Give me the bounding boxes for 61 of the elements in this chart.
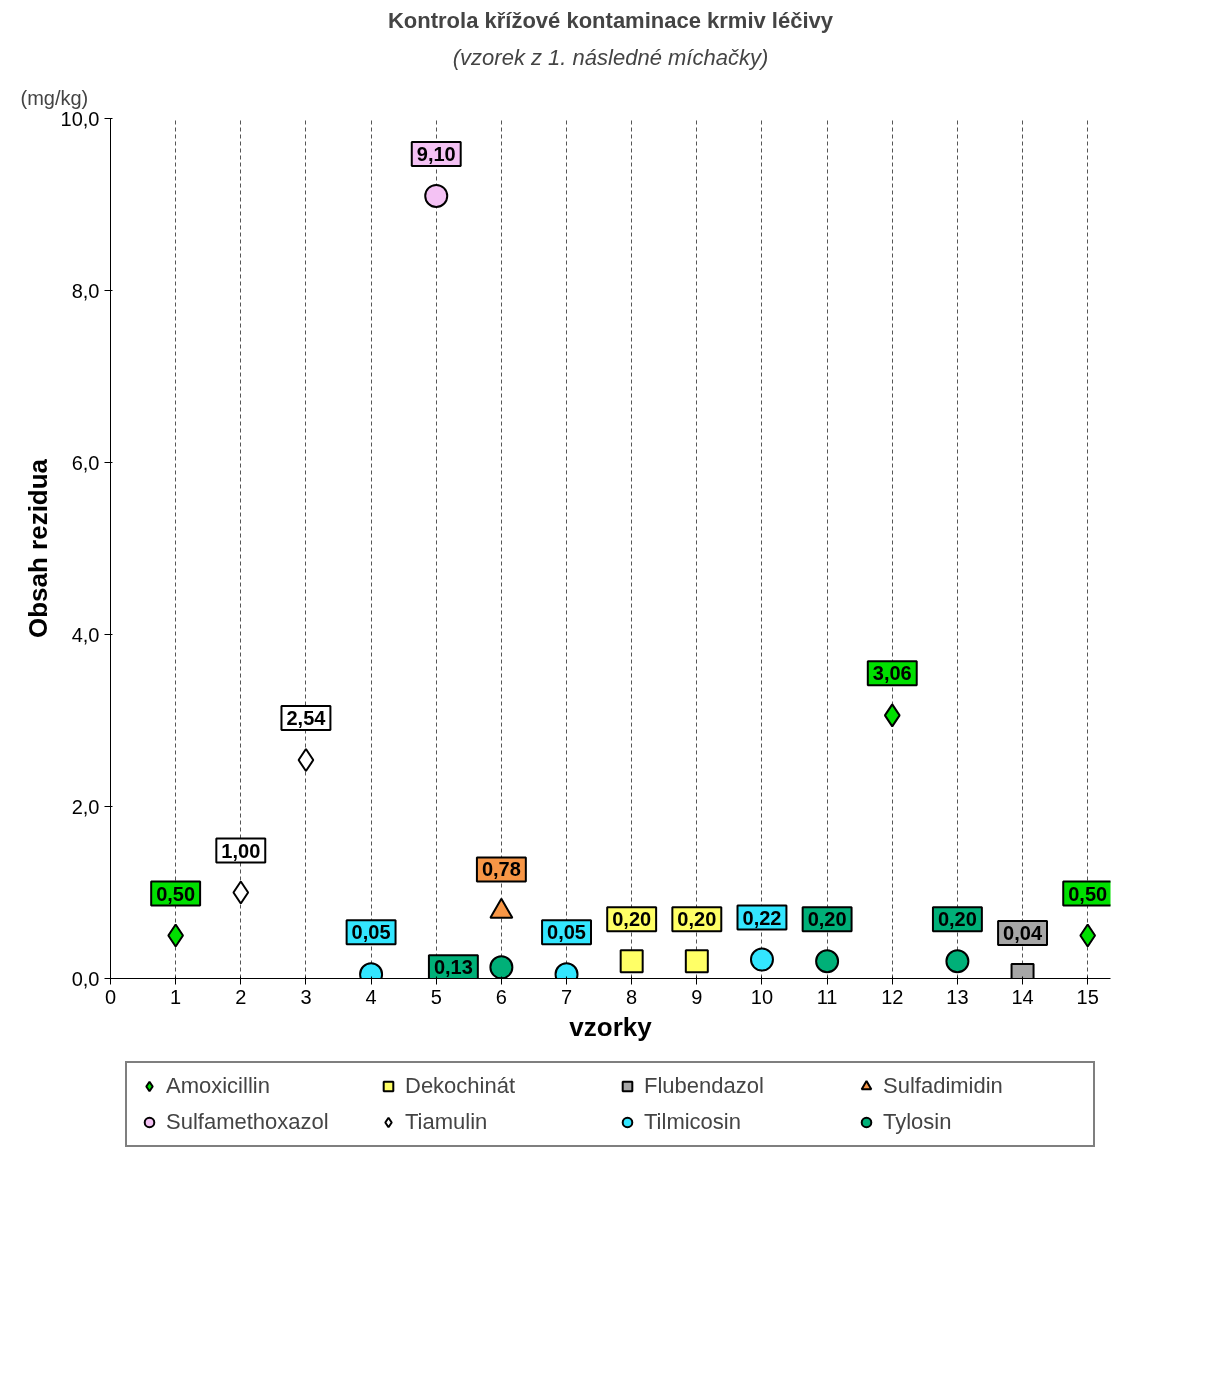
- legend-label: Dekochinát: [405, 1073, 517, 1099]
- legend-label: Flubendazol: [644, 1073, 765, 1099]
- legend-label: Tilmicosin: [644, 1109, 742, 1135]
- data-label: 2,54: [286, 707, 327, 730]
- x-tick-label: 5: [430, 985, 442, 1008]
- data-label: 0,78: [481, 858, 521, 881]
- x-tick-label: 0: [104, 985, 117, 1008]
- y-tick-label: 2,0: [71, 795, 100, 818]
- point: [684, 949, 709, 974]
- x-tick-label: 14: [1011, 985, 1034, 1008]
- point: [883, 703, 901, 728]
- point: [945, 949, 970, 974]
- data-label: 0,05: [547, 921, 586, 944]
- x-tick-label: 2: [235, 985, 247, 1008]
- point: [232, 880, 250, 905]
- chart-subtitle: (vzorek z 1. následné míchačky): [452, 44, 769, 70]
- x-tick-label: 6: [495, 985, 507, 1008]
- x-tick-label: 9: [691, 985, 703, 1008]
- point: [424, 183, 449, 208]
- y-axis-title: Obsah rezidua: [22, 458, 53, 639]
- data-label: 0,13: [433, 956, 473, 979]
- data-label: 3,06: [872, 662, 912, 685]
- y-tick-label: 4,0: [71, 623, 100, 646]
- data-label: 0,20: [677, 908, 717, 931]
- data-label: 9,10: [416, 142, 456, 165]
- y-tick-label: 8,0: [71, 279, 100, 302]
- point: [815, 949, 840, 974]
- data-label: 0,20: [937, 908, 977, 931]
- x-tick-label: 11: [816, 985, 838, 1008]
- chart-title: Kontrola křížové kontaminace krmiv léčivy: [387, 7, 834, 33]
- data-label: 0,04: [1003, 922, 1043, 945]
- data-label: 0,20: [807, 908, 847, 931]
- data-label: 0,50: [156, 882, 196, 905]
- data-label: 0,05: [351, 921, 391, 944]
- legend-label: Sulfamethoxazol: [166, 1109, 330, 1135]
- data-label: 1,00: [221, 839, 261, 862]
- point: [1079, 923, 1097, 948]
- text: (mg/kg): [20, 86, 89, 109]
- point: [749, 947, 774, 972]
- point: [297, 748, 315, 773]
- legend-label: Tiamulin: [405, 1109, 489, 1135]
- x-tick-label: 3: [300, 985, 312, 1008]
- legend-label: Amoxicillin: [166, 1073, 271, 1099]
- point: [619, 949, 644, 974]
- x-tick-label: 7: [560, 985, 573, 1008]
- x-tick-label: 10: [750, 985, 774, 1008]
- x-tick-label: 13: [946, 985, 969, 1008]
- y-tick-label: 0,0: [71, 967, 100, 990]
- x-tick-label: 4: [365, 985, 377, 1008]
- x-tick-label: 12: [881, 985, 904, 1008]
- x-axis-title: vzorky: [569, 1011, 653, 1042]
- data-label: 0,50: [1068, 882, 1108, 905]
- legend-label: Tylosin: [883, 1109, 953, 1135]
- data-label: 0,22: [742, 906, 782, 929]
- x-tick-label: 8: [626, 985, 638, 1008]
- data-label: 0,20: [612, 908, 652, 931]
- x-tick-label: 15: [1076, 985, 1099, 1008]
- point: [489, 955, 514, 979]
- legend-label: Sulfadimidin: [883, 1073, 1004, 1099]
- x-tick-label: 1: [170, 985, 182, 1008]
- y-tick-label: 6,0: [71, 451, 100, 474]
